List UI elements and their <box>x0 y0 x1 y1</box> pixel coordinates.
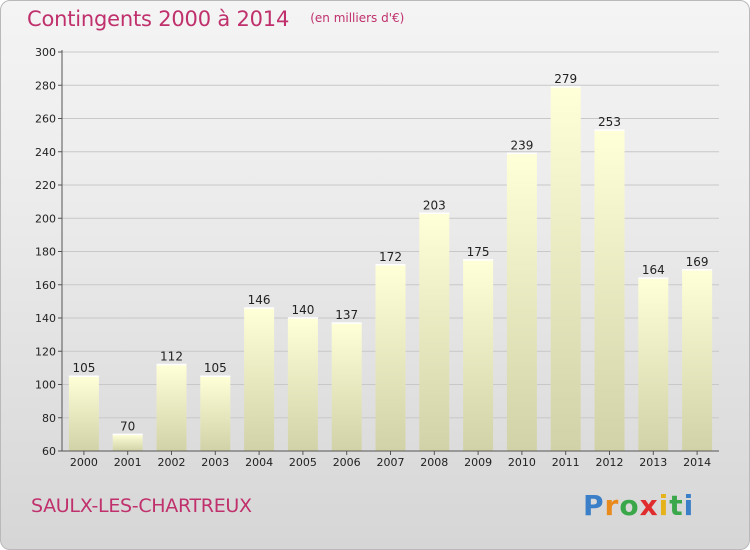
y-tick-label: 200 <box>35 212 56 225</box>
logo-letter: x <box>639 489 659 522</box>
x-tick-label: 2002 <box>158 456 186 469</box>
value-label: 239 <box>510 138 533 152</box>
bar <box>419 213 450 451</box>
x-tick-label: 2009 <box>464 456 492 469</box>
value-label: 203 <box>423 198 446 212</box>
y-tick-label: 80 <box>42 412 56 425</box>
bar <box>638 278 669 451</box>
logo-letter: r <box>604 489 620 522</box>
logo-letter: o <box>619 489 640 522</box>
value-label: 279 <box>554 72 577 86</box>
logo-letter: i <box>683 489 695 522</box>
value-label: 140 <box>291 303 314 317</box>
bars <box>68 86 713 451</box>
x-tick-label: 2005 <box>289 456 317 469</box>
x-tick-label: 2000 <box>70 456 98 469</box>
value-label: 70 <box>120 419 135 433</box>
bar <box>156 364 187 451</box>
y-tick-label: 140 <box>35 312 56 325</box>
x-tick-label: 2011 <box>552 456 580 469</box>
y-tick-label: 260 <box>35 113 56 126</box>
bar <box>550 86 581 451</box>
logo-letter: P <box>583 489 605 522</box>
value-label: 169 <box>686 255 709 269</box>
y-tick-label: 100 <box>35 379 56 392</box>
x-tick-label: 2014 <box>683 456 711 469</box>
x-tick-label: 2001 <box>114 456 142 469</box>
chart-title: Contingents 2000 à 2014 <box>27 7 290 31</box>
value-label: 172 <box>379 250 402 264</box>
x-tick-label: 2006 <box>333 456 361 469</box>
value-label: 137 <box>335 308 358 322</box>
value-label: 175 <box>467 245 490 259</box>
labels: 60 80 100 120 140 160 180 200 220 240 260 280 300 105… <box>35 46 711 469</box>
bar <box>68 376 99 451</box>
y-tick-label: 300 <box>35 46 56 59</box>
logo-letter: i <box>658 489 670 522</box>
value-label: 146 <box>248 293 271 307</box>
y-tick-label: 240 <box>35 146 56 159</box>
value-label: 105 <box>72 361 95 375</box>
x-tick-label: 2012 <box>596 456 624 469</box>
x-tick-label: 2008 <box>420 456 448 469</box>
logo-letter: t <box>669 489 684 522</box>
y-tick-label: 160 <box>35 279 56 292</box>
bar <box>682 269 713 451</box>
bar <box>287 318 318 451</box>
chart-subtitle: (en milliers d'€) <box>310 11 405 25</box>
town-name: SAULX-LES-CHARTREUX <box>31 495 252 517</box>
y-tick-label: 280 <box>35 79 56 92</box>
proxiti-logo: Proxiti <box>583 489 694 522</box>
value-label: 112 <box>160 350 183 364</box>
bar <box>331 322 362 451</box>
y-tick-label: 220 <box>35 179 56 192</box>
title-row: Contingents 2000 à 2014 (en milliers d'€… <box>27 7 404 31</box>
x-tick-label: 2013 <box>639 456 667 469</box>
y-tick-label: 120 <box>35 345 56 358</box>
bar <box>244 308 275 451</box>
value-label: 105 <box>204 361 227 375</box>
x-tick-label: 2010 <box>508 456 536 469</box>
x-tick-label: 2007 <box>377 456 405 469</box>
axes <box>58 50 719 455</box>
bar <box>375 264 406 451</box>
value-label: 253 <box>598 115 621 129</box>
y-tick-label: 60 <box>42 445 56 458</box>
bar <box>112 434 143 451</box>
x-tick-label: 2004 <box>245 456 273 469</box>
y-tick-label: 180 <box>35 246 56 259</box>
bar <box>463 259 494 451</box>
value-label: 164 <box>642 263 665 277</box>
x-tick-label: 2003 <box>201 456 229 469</box>
bar <box>200 376 231 451</box>
bar <box>506 153 537 451</box>
bar <box>594 130 625 451</box>
